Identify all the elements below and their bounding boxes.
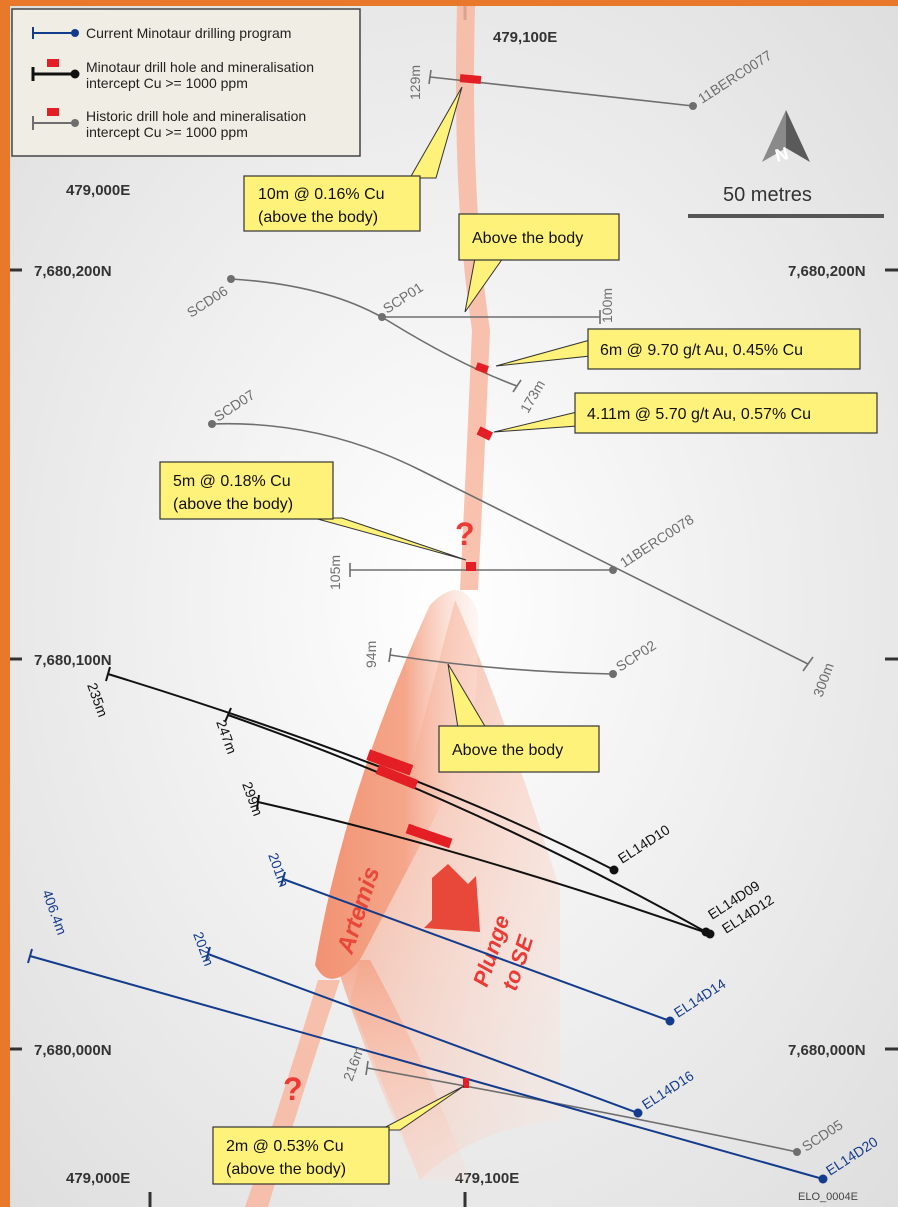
legend-historic-label: Historic drill hole and mineralisation [86, 108, 306, 124]
historic-hole-scd07-end-tick [802, 656, 814, 672]
hole-depth-11berc0078: 105m [327, 555, 343, 590]
minotaur-hole-el14d12-trace [257, 801, 711, 935]
callout-6m-970au-text: 6m @ 9.70 g/t Au, 0.45% Cu [600, 342, 803, 359]
legend-current-label: Current Minotaur drilling program [86, 25, 291, 41]
grid-label-n-7680000-right: 7,680,000N [788, 1042, 866, 1059]
intercept-el14d09 [375, 764, 419, 790]
scale-bar [688, 214, 884, 218]
callout-411m-570au-text: 4.11m @ 5.70 g/t Au, 0.57% Cu [587, 406, 811, 423]
historic-hole-scd05-trace [366, 1067, 798, 1153]
legend-minotaur-label: Minotaur drill hole and mineralisation [86, 59, 314, 75]
historic-hole-scp02-collar [609, 670, 617, 678]
historic-hole-11berc0078-collar [609, 566, 617, 574]
grid-label-e-479000-bottom: 479,000E [66, 1170, 130, 1187]
current-hole-el14d14-end-tick [280, 871, 286, 887]
historic-hole-11berc0077-collar [689, 102, 697, 110]
intercept-scd07 [476, 426, 494, 441]
callout-10m-016cu: 10m @ 0.16% Cu (above the body) [243, 86, 463, 232]
historic-hole-scd06-collar [227, 275, 235, 283]
grid-label-n-7680000-left: 7,680,000N [34, 1042, 112, 1059]
legend-minotaur-label-line2: intercept Cu >= 1000 ppm [86, 75, 248, 91]
grid-label-e-479100-bottom: 479,100E [455, 1170, 519, 1187]
historic-hole-scd07-trace [211, 422, 809, 665]
current-hole-el14d16-collar [633, 1108, 643, 1118]
minotaur-hole-el14d12-collar [705, 929, 715, 939]
hole-depth-11berc0077: 129m [407, 65, 423, 100]
plunge-arrow-icon [424, 864, 480, 932]
intercept-el14d10 [366, 749, 414, 776]
intercept-11berc0078 [466, 562, 476, 571]
historic-hole-scd07-collar [208, 420, 216, 428]
callout-10m-016cu-line1: 10m @ 0.16% Cu [258, 186, 385, 203]
scale-bar-label: 50 metres [723, 184, 812, 206]
unknown-extension-lower: ? [283, 1071, 303, 1107]
grid-label-e-479100-top: 479,100E [493, 29, 557, 46]
grid-label-n-7680200-right: 7,680,200N [788, 263, 866, 280]
historic-hole-scd06-end-tick [512, 379, 522, 393]
minotaur-hole-el14d09-trace [227, 714, 707, 933]
historic-hole-scp02-trace [389, 654, 614, 675]
artemis-tail [335, 960, 470, 1180]
legend-historic-symbol [32, 108, 79, 130]
callout-above-body-lower-text: Above the body [452, 742, 563, 759]
callout-5m-018cu: 5m @ 0.18% Cu (above the body) [159, 461, 467, 561]
current-hole-el14d16-trace [207, 953, 639, 1114]
intercept-scd05 [463, 1078, 469, 1088]
legend: Current Minotaur drilling program Minota… [11, 8, 361, 157]
north-arrow-icon: N [762, 110, 810, 166]
legend-box [11, 8, 361, 157]
legend-minotaur-symbol [31, 59, 80, 81]
intercept-el14d12 [405, 823, 453, 849]
callout-411m-570au: 4.11m @ 5.70 g/t Au, 0.57% Cu [493, 392, 878, 434]
intercept-scd06 [474, 362, 490, 374]
current-hole-el14d20-collar [818, 1174, 828, 1184]
current-hole-el14d16-end-tick [205, 946, 211, 962]
current-hole-el14d14-trace [282, 878, 671, 1022]
callout-5m-018cu-line2: (above the body) [173, 496, 293, 513]
callout-5m-018cu-line1: 5m @ 0.18% Cu [173, 473, 291, 490]
map-frame-top [0, 0, 898, 6]
historic-hole-scd05-collar [793, 1148, 801, 1156]
hole-depth-scp01: 100m [599, 288, 615, 323]
minotaur-hole-el14d10-end-tick [105, 666, 111, 682]
unknown-extension-upper: ? [455, 516, 475, 552]
callout-above-body-upper: Above the body [458, 213, 620, 313]
callout-10m-016cu-line2: (above the body) [258, 209, 378, 226]
north-arrow-label: N [773, 143, 791, 166]
historic-hole-scd05-end-tick [365, 1060, 369, 1076]
grid-label-n-7680100-left: 7,680,100N [34, 652, 112, 669]
callout-2m-053cu: 2m @ 0.53% Cu (above the body) [212, 1085, 465, 1185]
map-frame-left [0, 0, 10, 1207]
minotaur-hole-el14d12-end-tick [256, 794, 260, 810]
minotaur-hole-el14d09-end-tick [224, 707, 232, 723]
historic-hole-11berc0077-end-tick [428, 69, 432, 85]
callout-6m-970au: 6m @ 9.70 g/t Au, 0.45% Cu [495, 328, 861, 370]
current-hole-el14d20-end-tick [27, 948, 33, 964]
legend-historic-label-line2: intercept Cu >= 1000 ppm [86, 124, 248, 140]
callout-above-body-lower: Above the body [438, 663, 600, 773]
grid-label-n-7680200-left: 7,680,200N [34, 263, 112, 280]
historic-hole-scp01-collar [378, 313, 386, 321]
callout-2m-053cu-line1: 2m @ 0.53% Cu [226, 1138, 344, 1155]
intercept-11berc0077 [459, 74, 482, 84]
current-hole-el14d20-trace [29, 955, 824, 1180]
artemis-body [315, 590, 479, 979]
historic-hole-scp02-end-tick [388, 647, 392, 663]
grid-label-e-479000-top: 479,000E [66, 182, 130, 199]
legend-current-symbol [32, 27, 79, 39]
minotaur-hole-el14d10-collar [609, 865, 619, 875]
hole-depth-scp02: 94m [363, 641, 379, 668]
current-hole-el14d14-collar [665, 1016, 675, 1026]
callout-above-body-upper-text: Above the body [472, 230, 583, 247]
figure-id: ELO_0004E [798, 1191, 858, 1203]
callout-2m-053cu-line2: (above the body) [226, 1161, 346, 1178]
